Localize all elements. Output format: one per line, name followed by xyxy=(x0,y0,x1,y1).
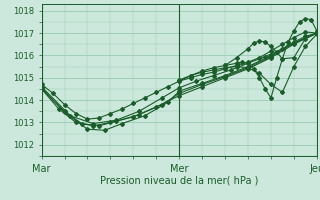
X-axis label: Pression niveau de la mer( hPa ): Pression niveau de la mer( hPa ) xyxy=(100,175,258,185)
